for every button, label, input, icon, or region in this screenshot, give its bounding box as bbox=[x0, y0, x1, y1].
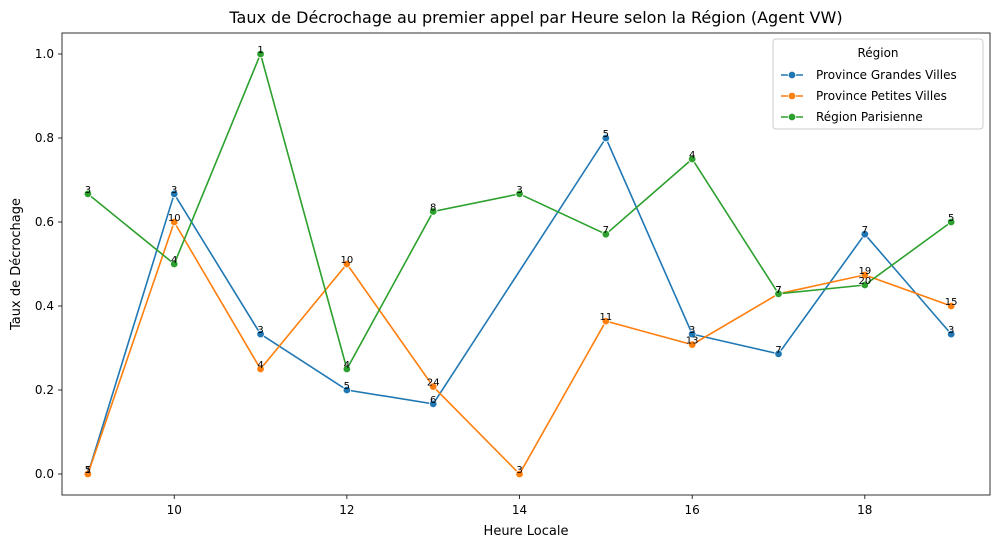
data-point bbox=[429, 399, 438, 409]
data-label: 5 bbox=[85, 465, 91, 476]
data-point bbox=[860, 280, 870, 290]
data-point bbox=[83, 469, 93, 479]
axes-frame bbox=[61, 32, 991, 496]
chart-title: Taux de Décrochage au premier appel par … bbox=[228, 8, 842, 27]
legend: Région Province Grandes Villes Province Pe… bbox=[772, 38, 984, 130]
data-label: 7 bbox=[775, 345, 781, 356]
y-axis-label: Taux de Décrochage bbox=[9, 198, 24, 331]
data-label: 19 bbox=[858, 266, 871, 277]
data-point bbox=[342, 364, 352, 374]
legend-box bbox=[772, 38, 984, 130]
data-label: 1 bbox=[85, 465, 91, 476]
legend-entry: Province Grandes Villes bbox=[816, 68, 957, 82]
data-point bbox=[83, 189, 93, 199]
x-tick-label: 14 bbox=[512, 503, 527, 517]
plot-area: 10 12 14 16 180.00.20.40.60.81.0133565377351… bbox=[35, 32, 991, 517]
data-point bbox=[860, 229, 870, 239]
data-label: 10 bbox=[341, 255, 354, 266]
data-label: 3 bbox=[85, 185, 91, 196]
data-label: 4 bbox=[689, 150, 695, 161]
data-point bbox=[256, 329, 265, 339]
y-tick-label: 1.0 bbox=[35, 47, 54, 61]
series-line bbox=[87, 136, 952, 475]
data-label: 15 bbox=[945, 297, 958, 308]
data-point bbox=[515, 469, 524, 479]
data-point bbox=[342, 385, 352, 395]
data-point bbox=[429, 207, 438, 216]
y-tick-label: 0.2 bbox=[35, 383, 54, 397]
data-label: 13 bbox=[686, 336, 699, 347]
data-label: 7 bbox=[603, 225, 609, 236]
data-label: 3 bbox=[516, 465, 522, 476]
legend-swatch-marker bbox=[787, 70, 797, 80]
data-label: 24 bbox=[427, 378, 440, 389]
data-point bbox=[601, 316, 611, 326]
data-label: 1 bbox=[257, 45, 263, 56]
data-label: 3 bbox=[516, 185, 522, 196]
x-tick-label: 12 bbox=[339, 503, 354, 517]
data-point bbox=[515, 189, 524, 199]
data-point bbox=[170, 217, 179, 227]
data-label: 7 bbox=[775, 285, 781, 296]
data-label: 10 bbox=[168, 213, 181, 224]
data-point bbox=[601, 229, 611, 239]
y-tick-label: 0.4 bbox=[35, 299, 54, 313]
data-point bbox=[774, 349, 783, 359]
y-tick-label: 0.0 bbox=[35, 467, 54, 481]
legend-title: Région bbox=[857, 46, 898, 60]
data-label: 6 bbox=[430, 395, 436, 406]
data-point bbox=[774, 289, 783, 299]
data-point bbox=[860, 270, 870, 280]
data-point bbox=[342, 259, 352, 269]
data-label: 20 bbox=[858, 276, 871, 287]
data-label: 8 bbox=[430, 203, 436, 214]
data-label: 3 bbox=[689, 325, 695, 336]
legend-swatch-marker bbox=[787, 112, 797, 122]
data-label: 4 bbox=[257, 360, 263, 371]
data-label: 3 bbox=[171, 185, 177, 196]
series-line bbox=[87, 220, 952, 476]
data-label: 5 bbox=[344, 381, 350, 392]
data-point bbox=[946, 329, 956, 339]
data-label: 4 bbox=[344, 360, 350, 371]
data-label: 4 bbox=[171, 255, 177, 266]
legend-swatch-marker bbox=[787, 91, 797, 101]
data-point bbox=[170, 189, 179, 199]
data-label: 7 bbox=[862, 225, 868, 236]
data-label: 7 bbox=[775, 285, 781, 296]
data-label: 5 bbox=[603, 129, 609, 140]
data-point bbox=[946, 217, 956, 227]
data-label: 5 bbox=[948, 213, 954, 224]
data-point bbox=[256, 364, 265, 374]
data-label: 3 bbox=[257, 325, 263, 336]
data-point bbox=[256, 49, 265, 59]
data-label: 3 bbox=[948, 325, 954, 336]
data-label: 11 bbox=[599, 312, 612, 323]
data-point bbox=[687, 340, 697, 349]
x-tick-label: 16 bbox=[685, 503, 700, 517]
data-point bbox=[601, 133, 611, 143]
data-point bbox=[687, 329, 697, 339]
data-point bbox=[429, 382, 438, 391]
x-tick-label: 10 bbox=[167, 503, 182, 517]
data-point bbox=[687, 154, 697, 164]
y-tick-label: 0.6 bbox=[35, 215, 54, 229]
data-point bbox=[170, 259, 179, 269]
legend-entry: Province Petites Villes bbox=[816, 89, 947, 103]
data-point bbox=[946, 301, 956, 311]
x-axis-label: Heure Locale bbox=[484, 524, 569, 539]
x-tick-label: 18 bbox=[857, 503, 872, 517]
legend-entry: Région Parisienne bbox=[816, 110, 923, 124]
y-tick-label: 0.8 bbox=[35, 131, 54, 145]
